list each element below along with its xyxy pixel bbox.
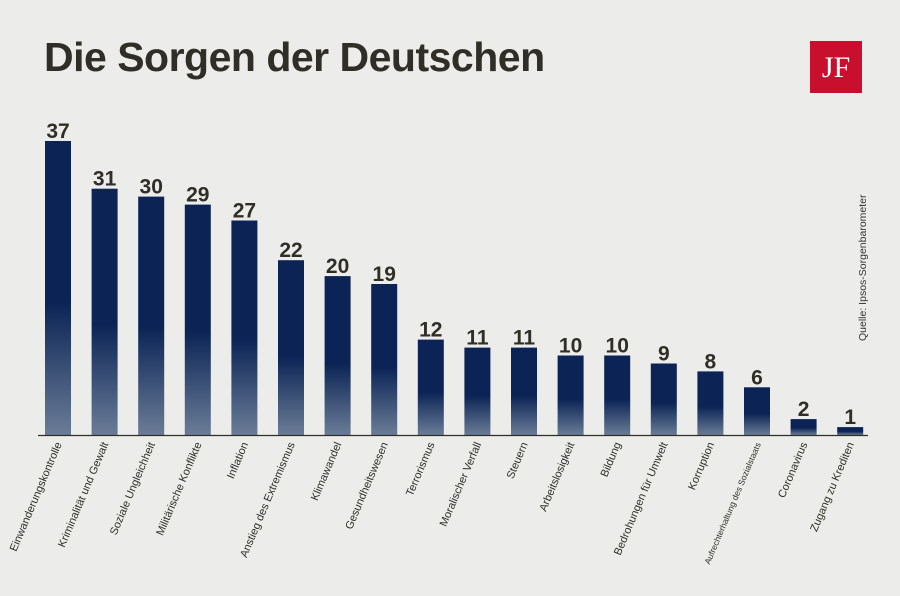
bar-13 (604, 355, 631, 435)
category-label: Zugang zu Krediten (808, 440, 857, 533)
bar-9 (417, 339, 444, 435)
value-label: 10 (606, 335, 629, 358)
value-label: 20 (326, 255, 349, 278)
category-label: Kriminalität und Gewalt (56, 440, 111, 549)
bar-15 (697, 371, 724, 435)
value-label: 11 (513, 327, 536, 350)
jf-logo: JF (810, 41, 862, 93)
bar-18 (837, 427, 864, 435)
bar-8 (371, 284, 398, 435)
category-label: Einwanderungskontrolle (8, 440, 65, 553)
value-label: 30 (140, 176, 163, 199)
value-label: 11 (466, 327, 489, 350)
category-label: Korruption (686, 440, 717, 491)
bar-1 (45, 141, 71, 435)
bar-4 (184, 204, 211, 435)
bar-12 (557, 355, 584, 435)
category-label: Moralischer Verfall (438, 440, 484, 528)
category-label: Inflation (225, 440, 251, 480)
bar-16 (744, 387, 770, 435)
category-label: Bildung (599, 440, 624, 478)
logo-text: JF (822, 51, 850, 84)
bar-17 (790, 419, 817, 435)
value-label: 29 (186, 184, 209, 207)
value-labels-group: 37 31 30 29 27 22 20 19 12 11 11 10 10 9 8 6 2 1 (46, 120, 856, 429)
value-label: 22 (279, 239, 302, 262)
bar-11 (511, 347, 537, 435)
category-label: Soziale Ungleichheit (108, 440, 158, 536)
value-label: 37 (46, 120, 69, 143)
bar-3 (138, 196, 165, 435)
bar-10 (464, 347, 491, 435)
value-label: 19 (373, 263, 396, 286)
value-label: 9 (658, 343, 670, 366)
category-label: Anstieg des Extremismus (238, 440, 298, 559)
bar-6 (278, 260, 304, 435)
category-label: Coronavirus (776, 440, 810, 500)
bar-5 (231, 220, 258, 435)
category-label: Gesundheitswesen (343, 440, 391, 531)
category-label: Bedrohungen für Umwelt (612, 440, 671, 557)
value-label: 1 (844, 406, 856, 429)
category-label: Arbeitslosigkeit (537, 440, 577, 513)
category-label: Steuern (505, 440, 531, 480)
chart-title: Die Sorgen der Deutschen (44, 34, 545, 80)
bar-2 (91, 188, 118, 435)
value-label: 10 (559, 335, 582, 358)
value-label: 31 (93, 168, 117, 191)
value-label: 12 (419, 319, 442, 342)
bars-group (45, 141, 864, 435)
category-label: Militärische Konflikte (154, 440, 204, 537)
category-label: Terrorismus (404, 440, 438, 498)
value-label: 6 (751, 366, 763, 389)
category-label: Aufrechterhaltung des Sozialstaats (702, 441, 763, 566)
bar-14 (650, 363, 677, 435)
value-label: 2 (798, 398, 810, 421)
value-label: 27 (233, 200, 256, 223)
jf-logo-mark: JF (822, 51, 850, 84)
category-label: Klimawandel (309, 440, 344, 502)
value-label: 8 (705, 350, 717, 373)
bar-7 (324, 276, 351, 435)
